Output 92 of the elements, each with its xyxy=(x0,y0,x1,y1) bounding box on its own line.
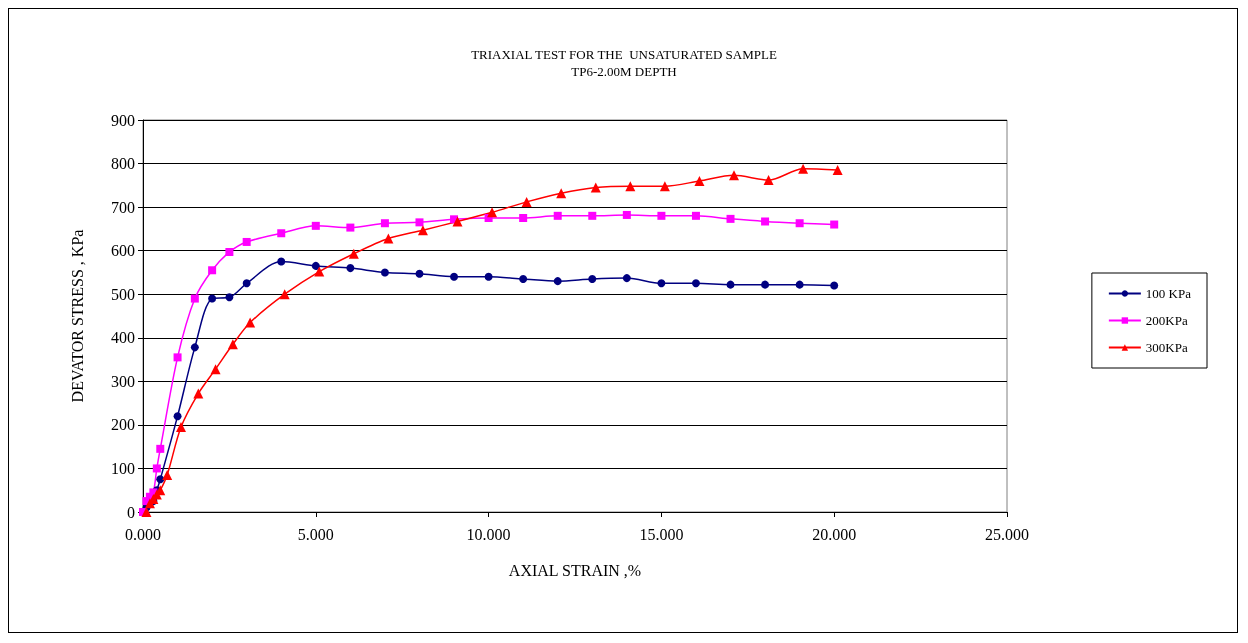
y-tick-label: 200 xyxy=(111,416,135,434)
point xyxy=(346,223,355,232)
point xyxy=(173,353,182,362)
point xyxy=(763,175,774,186)
point xyxy=(657,279,666,288)
point xyxy=(348,248,359,259)
y-tick-label: 500 xyxy=(111,285,135,303)
point xyxy=(590,182,601,193)
point xyxy=(622,210,631,219)
point xyxy=(553,211,562,220)
legend-label: 100 KPa xyxy=(1145,286,1192,301)
point xyxy=(314,266,325,277)
point xyxy=(173,412,182,421)
legend-label: 200KPa xyxy=(1145,313,1188,328)
point xyxy=(277,257,286,266)
point xyxy=(193,388,204,399)
point xyxy=(588,274,597,283)
point xyxy=(659,181,670,192)
point xyxy=(346,264,355,273)
y-tick-label: 300 xyxy=(111,372,135,390)
y-tick-label: 600 xyxy=(111,242,135,260)
legend-label: 300KPa xyxy=(1145,340,1188,355)
point xyxy=(383,233,394,244)
point xyxy=(242,279,251,288)
point xyxy=(521,196,532,207)
point xyxy=(176,422,187,433)
x-tick-label: 5.000 xyxy=(297,525,334,543)
point xyxy=(691,279,700,288)
point xyxy=(484,272,493,281)
point xyxy=(242,237,251,246)
point xyxy=(795,219,804,228)
point xyxy=(832,165,843,176)
point xyxy=(380,268,389,277)
chart-subtitle: TP6-2.00M DEPTH xyxy=(571,64,677,79)
y-tick-label: 0 xyxy=(127,503,135,521)
chart-title: TRIAXIAL TEST FOR THE UNSATURATED SAMPLE xyxy=(471,47,777,62)
point xyxy=(452,216,463,227)
x-tick-label: 10.000 xyxy=(466,525,511,543)
point xyxy=(728,170,739,181)
point xyxy=(141,507,152,517)
point xyxy=(210,364,221,375)
x-tick-label: 15.000 xyxy=(639,525,684,543)
point xyxy=(156,444,165,453)
x-axis-title: AXIAL STRAIN ,% xyxy=(508,561,642,579)
point xyxy=(487,207,498,218)
point xyxy=(415,269,424,278)
x-tick-label: 25.000 xyxy=(985,525,1029,543)
y-axis-title: DEVATOR STRESS , KPa xyxy=(68,229,86,403)
point xyxy=(830,281,839,290)
point xyxy=(152,464,161,473)
point xyxy=(556,188,567,199)
point xyxy=(415,218,424,227)
point xyxy=(190,343,199,352)
point xyxy=(553,277,562,286)
point xyxy=(190,294,199,303)
x-tick-label: 20.000 xyxy=(812,525,857,543)
point xyxy=(830,220,839,229)
point xyxy=(761,217,770,226)
point xyxy=(798,163,809,174)
point xyxy=(227,339,238,350)
x-tick-label: 0.000 xyxy=(125,525,161,543)
point xyxy=(208,294,217,303)
point xyxy=(519,214,528,222)
point xyxy=(225,293,234,302)
point xyxy=(761,280,770,289)
point xyxy=(519,274,528,283)
point xyxy=(156,475,165,484)
point xyxy=(208,266,217,275)
y-tick-label: 700 xyxy=(111,198,135,216)
point xyxy=(245,317,256,328)
y-tick-label: 100 xyxy=(111,459,135,477)
point xyxy=(225,247,234,256)
point xyxy=(450,272,459,281)
y-tick-label: 800 xyxy=(111,155,135,173)
point xyxy=(625,181,636,192)
point xyxy=(277,229,286,238)
point xyxy=(657,211,666,220)
point xyxy=(795,280,804,289)
point xyxy=(311,261,320,270)
point xyxy=(726,214,735,223)
point xyxy=(588,211,597,220)
point xyxy=(694,175,705,186)
point xyxy=(417,225,428,236)
y-tick-label: 400 xyxy=(111,329,135,347)
point xyxy=(691,211,700,220)
y-tick-label: 900 xyxy=(111,111,135,129)
point xyxy=(380,219,389,228)
point xyxy=(311,221,320,230)
point xyxy=(162,469,173,480)
point xyxy=(726,280,735,289)
point xyxy=(622,274,631,283)
point xyxy=(279,289,290,300)
